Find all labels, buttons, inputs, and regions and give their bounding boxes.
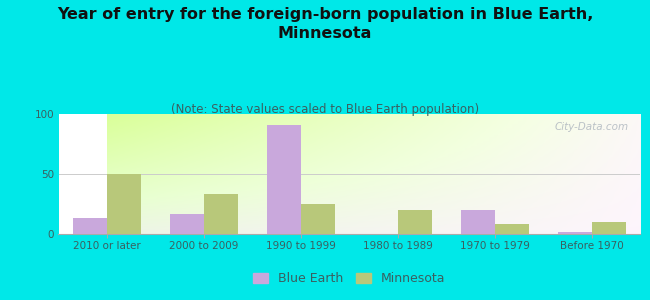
Bar — [267, 125, 301, 234]
Bar — [461, 210, 495, 234]
Bar — [495, 224, 528, 234]
Bar — [73, 218, 107, 234]
Bar — [107, 174, 141, 234]
Bar — [398, 210, 432, 234]
Text: City-Data.com: City-Data.com — [554, 122, 629, 132]
Bar — [301, 204, 335, 234]
Bar — [592, 222, 626, 234]
Text: (Note: State values scaled to Blue Earth population): (Note: State values scaled to Blue Earth… — [171, 103, 479, 116]
Text: Year of entry for the foreign-born population in Blue Earth,
Minnesota: Year of entry for the foreign-born popul… — [57, 8, 593, 41]
Bar — [170, 214, 204, 234]
Legend: Blue Earth, Minnesota: Blue Earth, Minnesota — [248, 267, 450, 290]
Bar — [204, 194, 238, 234]
Bar — [558, 232, 592, 234]
